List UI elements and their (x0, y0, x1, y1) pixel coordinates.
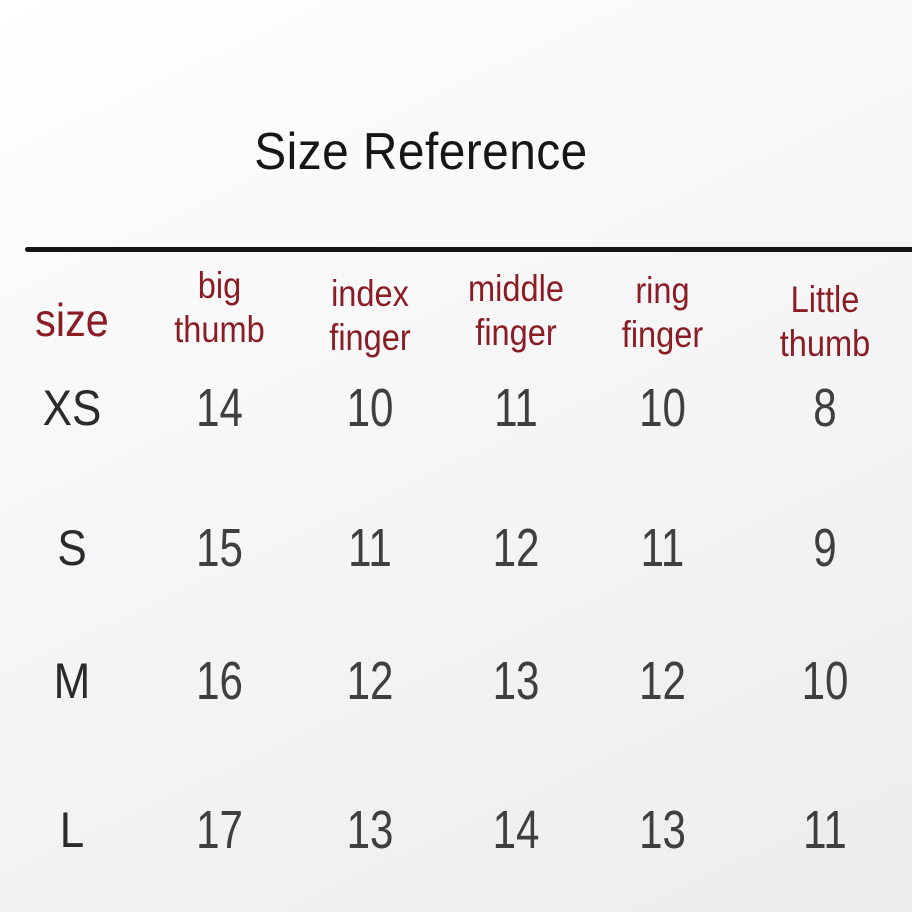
column-header-big-thumb: big thumb (174, 265, 265, 350)
table-cell: 13 (492, 651, 540, 711)
table-cell: 12 (492, 518, 540, 578)
row-label: XS (42, 380, 102, 436)
table-cell: 11 (494, 378, 538, 438)
table-row-l: L 17 13 14 13 11 (0, 790, 912, 870)
column-header-middle-finger: middle finger (468, 268, 564, 353)
table-cell: 14 (196, 378, 243, 438)
table-cell: 13 (639, 800, 686, 860)
table-cell: 12 (639, 651, 686, 711)
table-cell: 11 (348, 518, 392, 578)
table-row-m: M 16 12 13 12 10 (0, 641, 912, 721)
row-label: M (53, 653, 91, 709)
table-cell: 10 (346, 378, 394, 438)
table-cell: 14 (492, 800, 540, 860)
column-header-size: size (35, 294, 109, 346)
table-cell: 13 (346, 800, 394, 860)
page-title: Size Reference (254, 123, 588, 181)
table-cell: 10 (801, 651, 849, 711)
table-cell: 16 (196, 651, 243, 711)
table-cell: 11 (803, 800, 847, 860)
table-cell: 9 (813, 518, 837, 578)
table-cell: 11 (640, 518, 685, 578)
table-cell: 15 (196, 518, 243, 578)
row-label: S (57, 520, 87, 576)
header-divider-line (25, 247, 912, 252)
column-header-ring-finger: ring finger (621, 270, 704, 355)
table-row-xs: XS 14 10 11 10 8 (0, 368, 912, 448)
table-cell: 8 (813, 378, 837, 438)
table-cell: 10 (639, 378, 686, 438)
table-cell: 17 (196, 800, 243, 860)
table-row-s: S 15 11 12 11 9 (0, 508, 912, 588)
column-header-little-thumb: Little thumb (779, 279, 871, 364)
row-label: L (59, 802, 85, 858)
table-header-row: size big thumb index finger middle finge… (0, 258, 912, 374)
table-cell: 12 (346, 651, 394, 711)
column-header-index-finger: index finger (329, 273, 411, 358)
